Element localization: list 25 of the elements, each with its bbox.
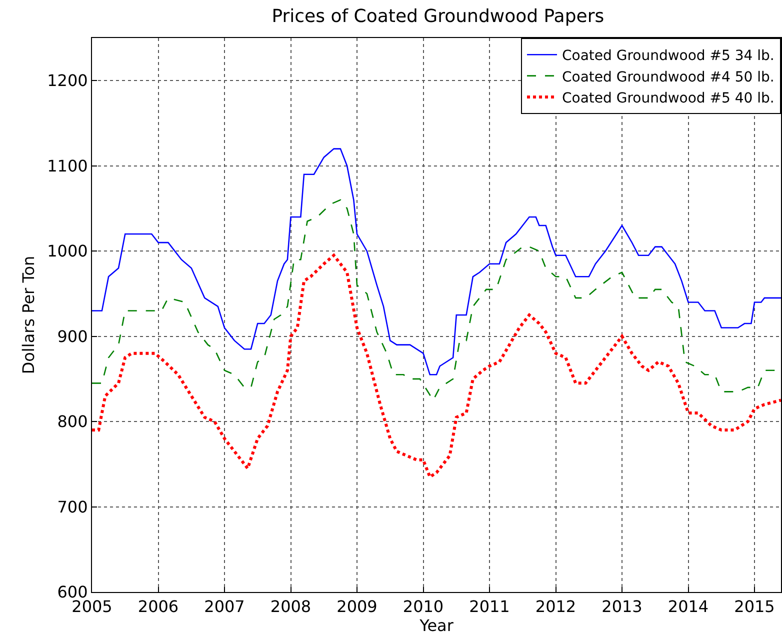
- line-series: [92, 148, 781, 376]
- y-tick-label: 700: [57, 497, 88, 516]
- legend-label: Coated Groundwood #5 34 lb.: [562, 48, 774, 64]
- legend-label: Coated Groundwood #4 50 lb.: [562, 69, 774, 86]
- y-tick-label: 800: [57, 412, 88, 432]
- x-tick-label: 2015: [734, 597, 775, 616]
- x-tick-label: 2011: [469, 597, 510, 616]
- line-series: [92, 254, 781, 478]
- x-tick-label: 2006: [138, 597, 179, 616]
- legend-label: Coated Groundwood #5 40 lb.: [562, 90, 774, 106]
- y-tick-label: 1000: [47, 242, 88, 261]
- x-tick-label: 2009: [336, 597, 378, 616]
- x-tick-label: 2007: [204, 597, 245, 616]
- y-axis-title: Dollars Per Ton: [18, 256, 38, 374]
- x-tick-label: 2005: [72, 597, 112, 616]
- x-tick-label: 2013: [602, 597, 642, 616]
- x-tick-label: 2008: [270, 597, 312, 616]
- x-axis-title: Year: [418, 616, 454, 636]
- chart-title: Prices of Coated Groundwood Papers: [272, 6, 604, 28]
- x-tick-label: 2010: [402, 597, 444, 616]
- x-tick-label: 2012: [535, 597, 576, 616]
- x-tick-label: 2014: [668, 597, 709, 616]
- y-tick-label: 1100: [47, 156, 88, 176]
- y-tick-label: 1200: [47, 71, 88, 90]
- y-tick-label: 900: [57, 326, 88, 346]
